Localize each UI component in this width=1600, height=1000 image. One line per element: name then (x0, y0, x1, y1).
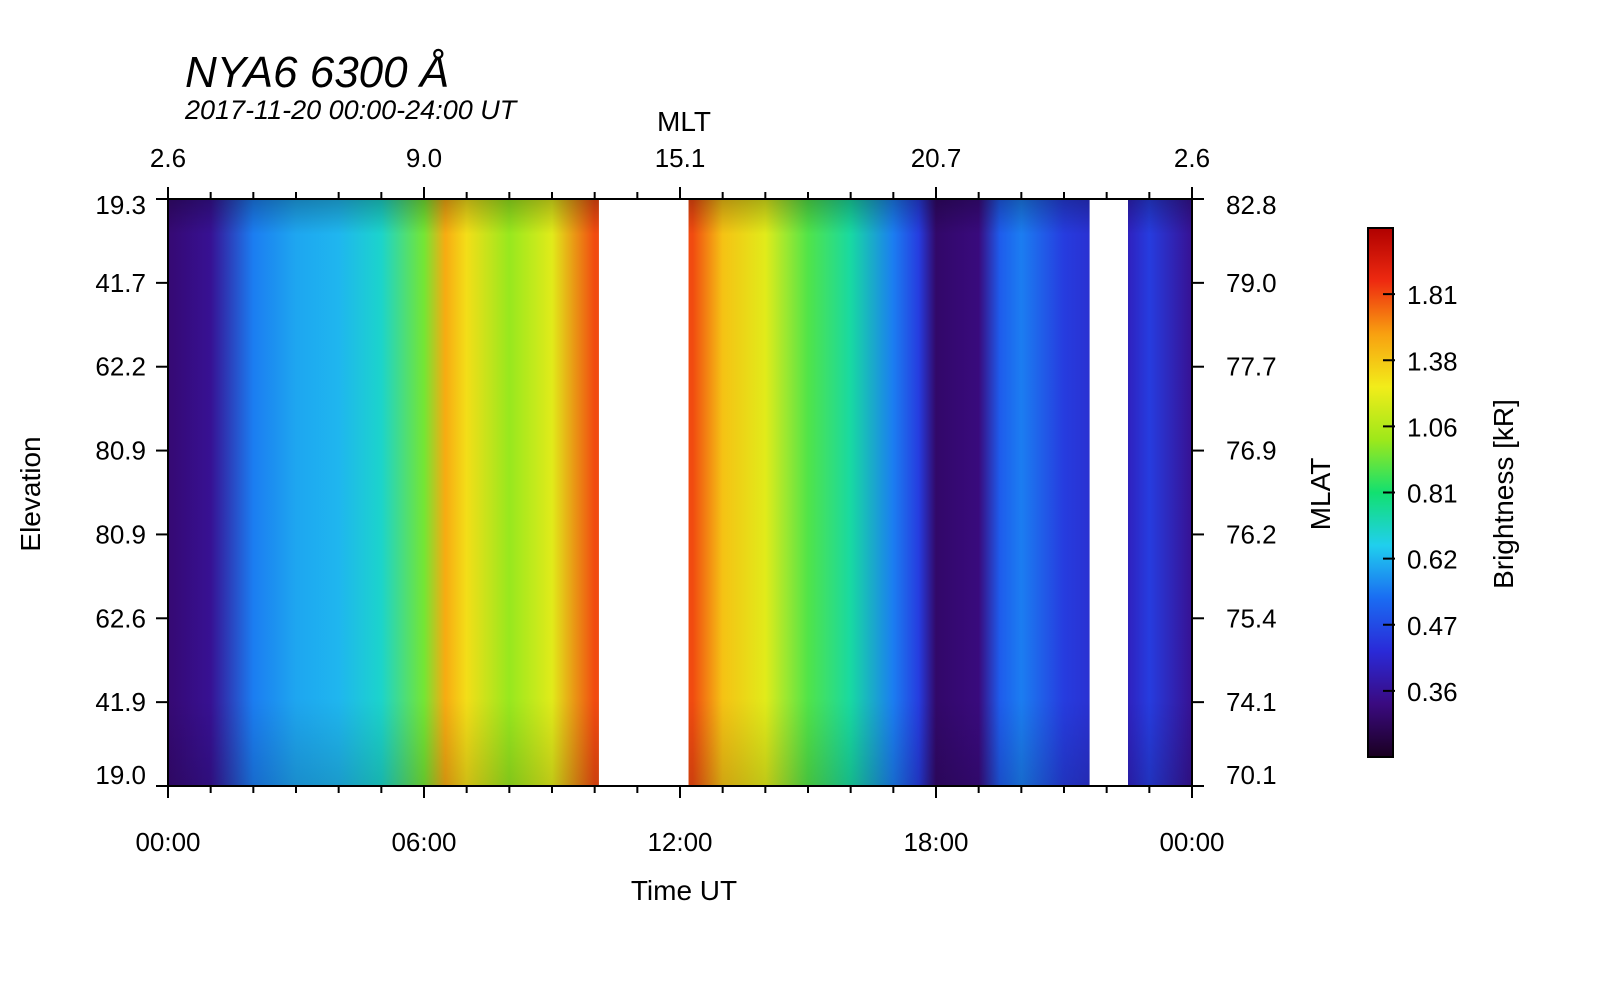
colorbar-tick-label-6: 1.81 (1407, 280, 1458, 310)
chart-title: NYA6 6300 Å (185, 48, 449, 97)
mlat-tick-label-4: 76.2 (1226, 519, 1277, 549)
elev-tick-label-4: 80.9 (95, 519, 146, 549)
colorbar-tick-label-4: 1.06 (1407, 412, 1458, 442)
chart-subtitle: 2017-11-20 00:00-24:00 UT (184, 95, 519, 125)
mlt-tick-label-3: 20.7 (911, 143, 962, 173)
mlt-axis-title: MLT (657, 106, 711, 137)
x-tick-label-4: 00:00 (1159, 827, 1224, 857)
mlat-axis-title: MLAT (1305, 458, 1336, 531)
heatmap-plot-area (168, 199, 1192, 786)
x-tick-label-0: 00:00 (135, 827, 200, 857)
data-gap-1 (1089, 199, 1128, 786)
y-axis-title: Elevation (15, 436, 46, 551)
mlat-tick-label-6: 74.1 (1226, 687, 1277, 717)
mlt-tick-label-0: 2.6 (150, 143, 186, 173)
mlat-tick-label-3: 76.9 (1226, 436, 1277, 466)
colorbar-tick-label-1: 0.47 (1407, 611, 1458, 641)
elev-tick-label-6: 41.9 (95, 687, 146, 717)
colorbar-tick-label-2: 0.62 (1407, 545, 1458, 575)
elev-tick-label-0: 19.3 (95, 190, 146, 220)
x-tick-label-2: 12:00 (647, 827, 712, 857)
colorbar-tick-label-5: 1.38 (1407, 346, 1458, 376)
colorbar-tick-label-0: 0.36 (1407, 677, 1458, 707)
colorbar: 0.36 0.47 0.62 0.81 1.06 1.38 1.81 (1367, 227, 1458, 758)
elev-tick-label-7: 19.0 (95, 760, 146, 790)
mlat-tick-label-1: 79.0 (1226, 268, 1277, 298)
mlat-tick-label-7: 70.1 (1226, 760, 1277, 790)
mlat-tick-label-5: 75.4 (1226, 603, 1277, 633)
elev-tick-label-1: 41.7 (95, 268, 146, 298)
x-tick-label-1: 06:00 (391, 827, 456, 857)
colorbar-title: Brightness [kR] (1488, 399, 1519, 589)
x-tick-label-3: 18:00 (903, 827, 968, 857)
colorbar-tick-label-3: 0.81 (1407, 479, 1458, 509)
axes: 00:00 06:00 12:00 18:00 00:00 2.6 9.0 15.1 20.7 2… (95, 143, 1276, 857)
mlat-tick-label-0: 82.8 (1226, 190, 1277, 220)
x-axis-title: Time UT (631, 875, 737, 906)
mlt-tick-label-2: 15.1 (655, 143, 706, 173)
mlt-tick-label-1: 9.0 (406, 143, 442, 173)
elev-tick-label-3: 80.9 (95, 436, 146, 466)
mlt-tick-label-4: 2.6 (1174, 143, 1210, 173)
elev-tick-label-2: 62.2 (95, 352, 146, 382)
data-gap-0 (598, 199, 689, 786)
mlat-tick-label-2: 77.7 (1226, 352, 1277, 382)
elev-tick-label-5: 62.6 (95, 603, 146, 633)
